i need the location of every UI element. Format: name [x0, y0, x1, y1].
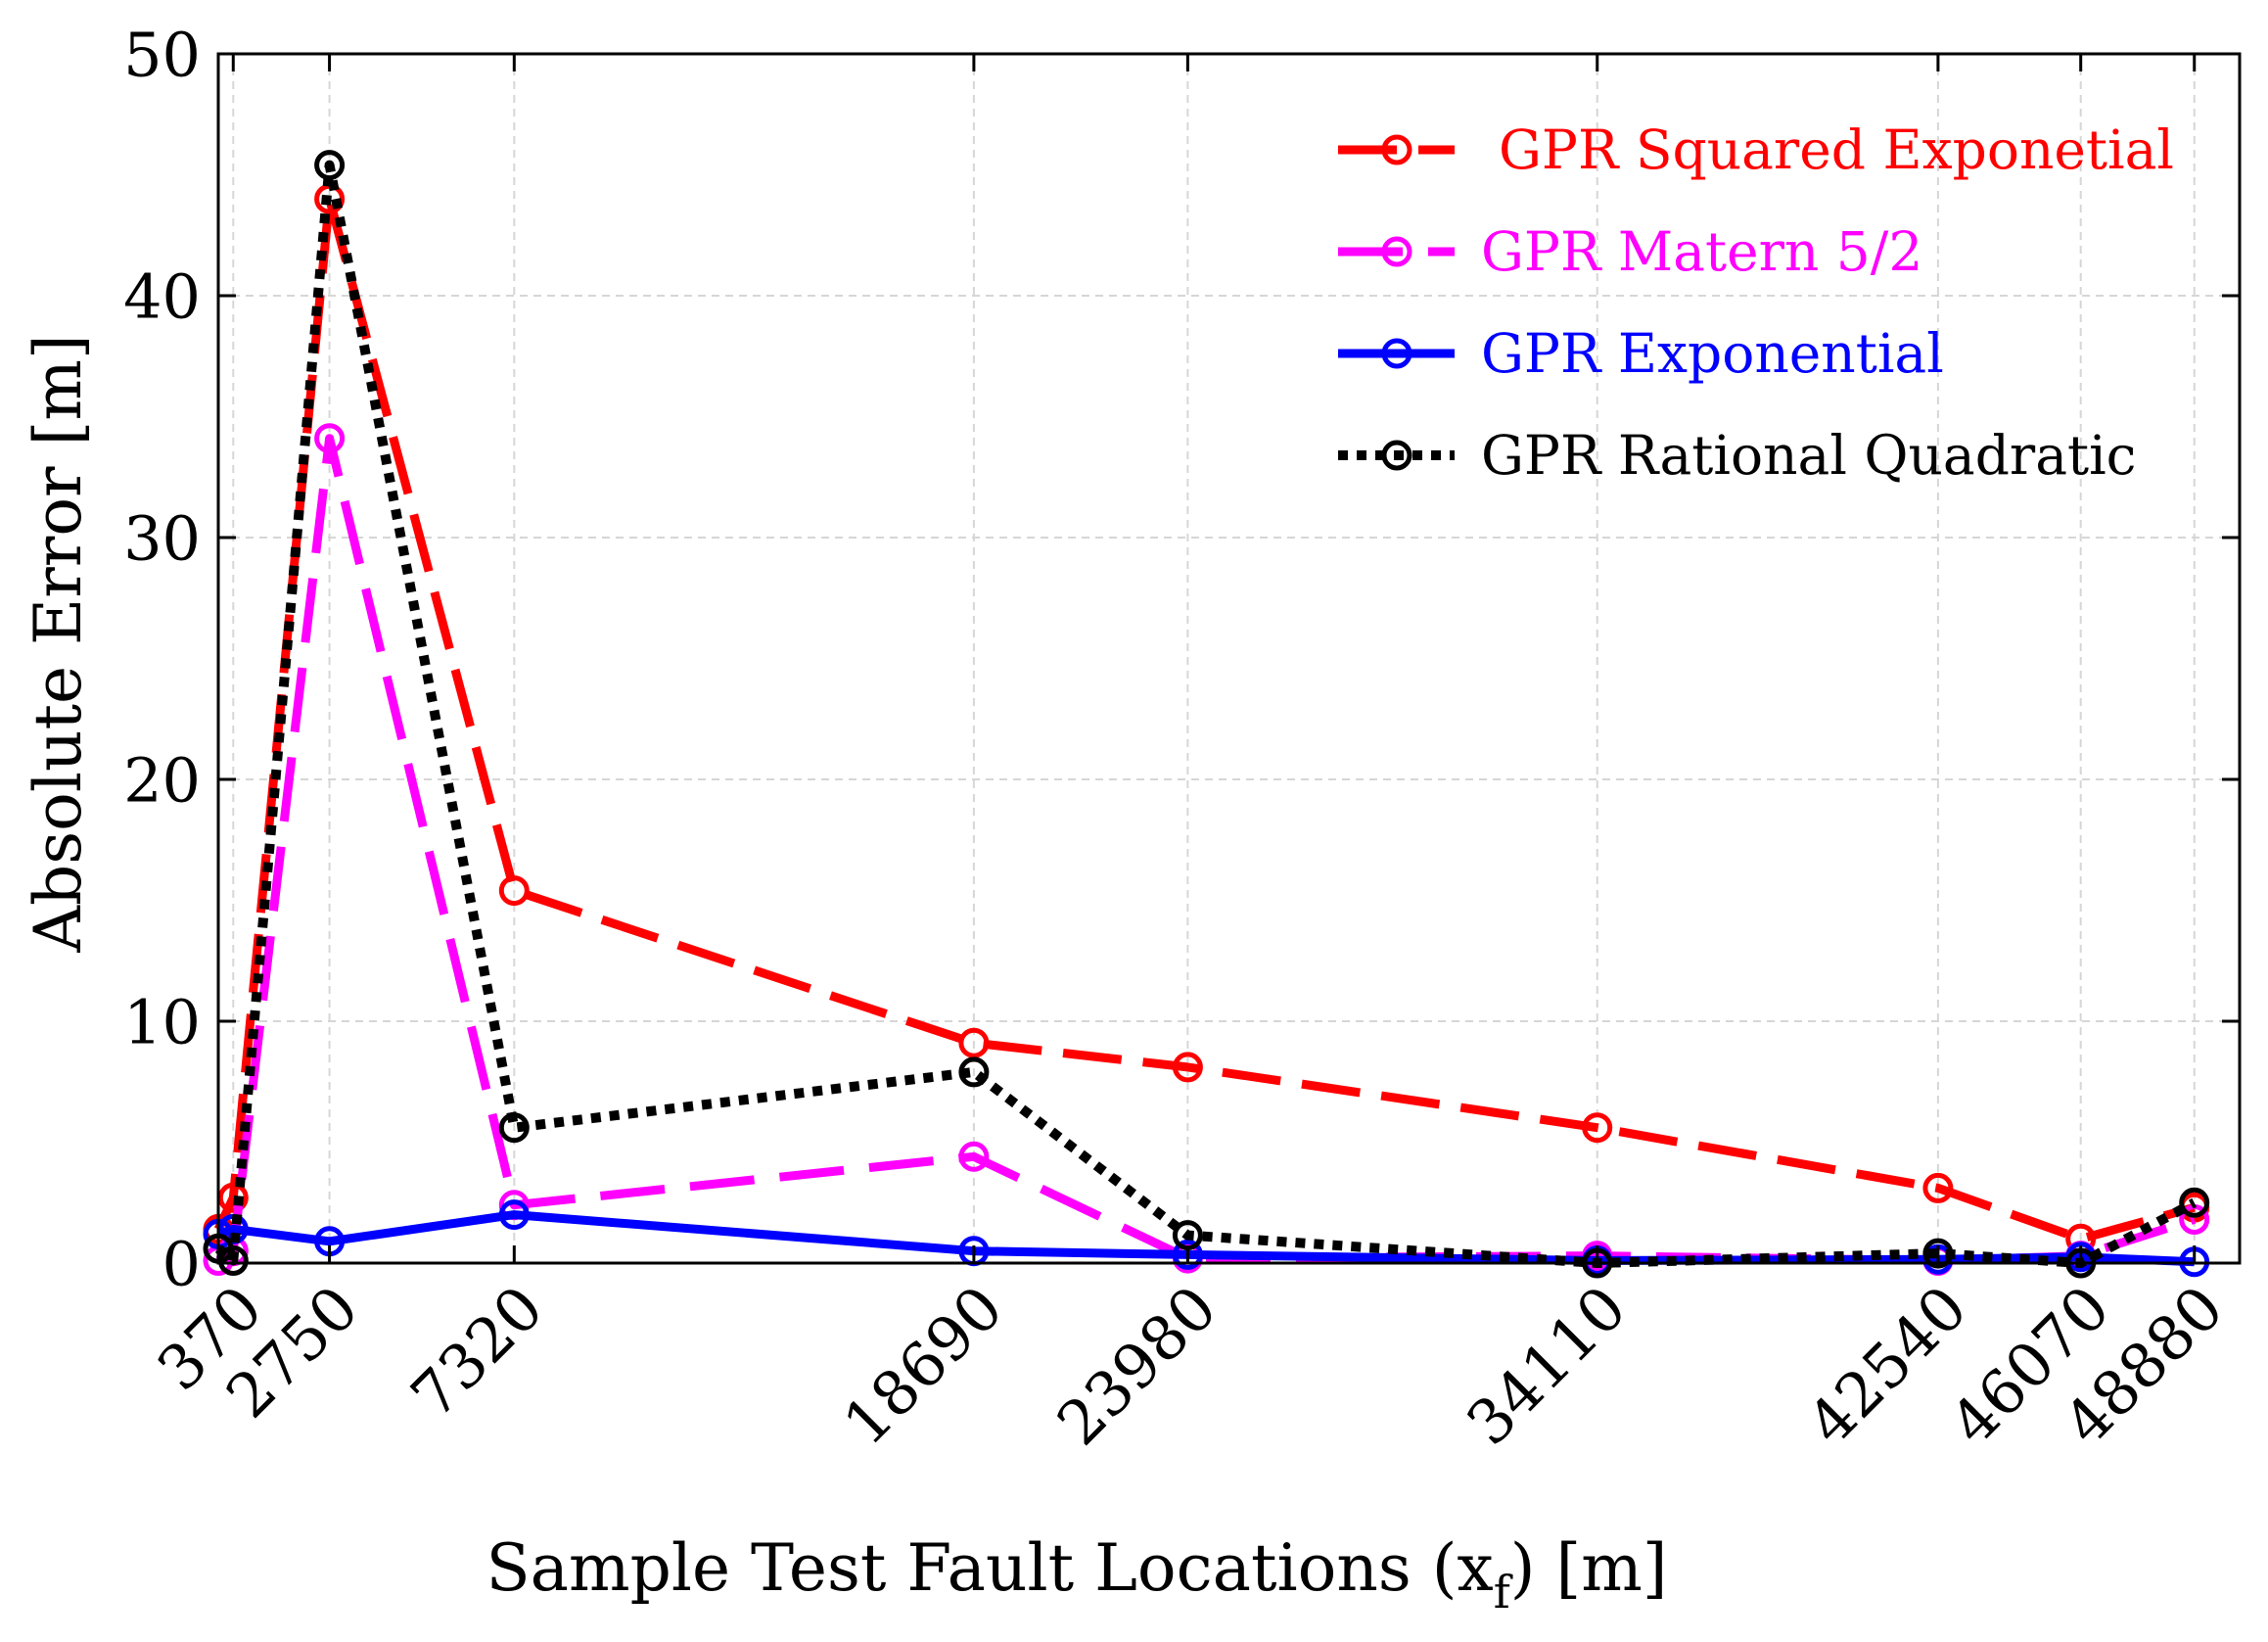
y-tick-labels: 0 10 20 30 40 50: [123, 19, 201, 1299]
x-tick-label: 7320: [397, 1272, 557, 1431]
legend-label: GPR Exponential: [1481, 322, 1944, 385]
series-point: [217, 1182, 249, 1213]
series-point: [1172, 1052, 1203, 1083]
y-axis-label: Absolute Error [m]: [21, 334, 96, 953]
legend-marker: [1381, 338, 1412, 369]
x-tick-label: 23980: [1043, 1272, 1230, 1459]
series-point: [958, 1027, 990, 1058]
legend-entry-gpr-squared-exponetial: GPR Squared Exponetial: [1338, 118, 2174, 181]
x-axis-label-subscript: f: [1494, 1566, 1513, 1619]
legend-entry-gpr-matern-5-2: GPR Matern 5/2: [1338, 220, 1922, 283]
y-tick-label: 0: [162, 1228, 201, 1299]
series-point: [498, 1199, 530, 1231]
series-point: [958, 1141, 990, 1172]
x-axis-label: Sample Test Fault Locations (xf) [m]: [486, 1530, 1667, 1619]
y-tick-label: 10: [123, 986, 201, 1057]
y-tick-label: 40: [123, 260, 201, 332]
plot-area-box: [216, 52, 2242, 1265]
legend-marker: [1381, 236, 1412, 267]
x-axis-label-main: Sample Test Fault Locations (x: [486, 1530, 1493, 1606]
y-tick-label: 50: [123, 19, 201, 90]
legend-marker: [1381, 134, 1412, 165]
series-point: [314, 423, 346, 454]
legend-label: GPR Rational Quadratic: [1481, 424, 2136, 487]
legend-label: GPR Squared Exponetial: [1499, 118, 2174, 181]
legend: GPR Squared Exponetial GPR Matern 5/2 GPR …: [1338, 118, 2174, 487]
x-axis-label-tail: ) [m]: [1510, 1530, 1668, 1606]
grid: [218, 54, 2240, 1263]
x-tick-label: 34110: [1453, 1272, 1640, 1459]
y-tick-label: 30: [123, 502, 201, 574]
series-layer: [203, 150, 2210, 1279]
y-tick-label: 20: [123, 744, 201, 816]
legend-entry-gpr-exponential: GPR Exponential: [1338, 322, 1944, 385]
series-line: [215, 434, 2197, 1265]
axis-ticks: [218, 52, 2240, 1265]
series-point: [1922, 1238, 1954, 1269]
x-tick-label: 18690: [829, 1272, 1016, 1459]
series-point: [1922, 1172, 1954, 1203]
series-line: [214, 160, 2198, 1268]
series-point: [314, 150, 346, 181]
series-point: [498, 875, 530, 907]
legend-entry-gpr-rational-quadratic: GPR Rational Quadratic: [1338, 424, 2136, 487]
legend-marker: [1381, 440, 1412, 471]
series-point: [958, 1056, 990, 1088]
series-point: [2179, 1187, 2210, 1218]
series-point: [498, 1112, 530, 1144]
legend-label: GPR Matern 5/2: [1481, 220, 1922, 283]
series-point: [1582, 1112, 1613, 1144]
x-tick-label: 42540: [1793, 1272, 1980, 1459]
series-point: [1172, 1239, 1203, 1270]
series-gpr-rational-quadratic: [203, 150, 2210, 1279]
